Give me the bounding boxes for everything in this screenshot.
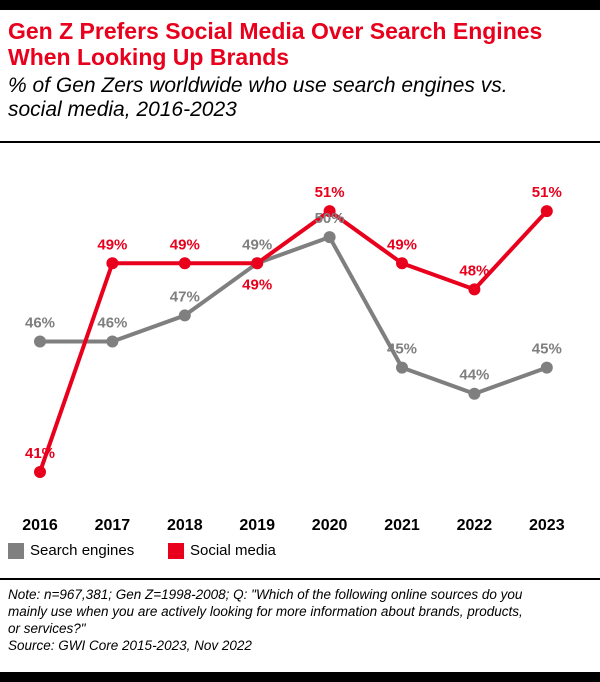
data-label-search-engines-2018: 47% — [170, 288, 200, 305]
chart-subtitle: % of Gen Zers worldwide who use search e… — [8, 74, 593, 122]
data-point-social-media-2022 — [468, 283, 481, 296]
data-label-social-media-2018: 49% — [170, 236, 200, 253]
data-label-search-engines-2016: 46% — [25, 315, 55, 332]
data-label-search-engines-2020: 50% — [315, 210, 345, 227]
data-label-social-media-2020: 51% — [315, 184, 345, 201]
data-point-search-engines-2022 — [468, 387, 481, 400]
legend-swatch-search-engines — [8, 543, 24, 559]
line-chart: 46% 46% 47% 49% 50% 45% 44% 45% 41% 49% 49% 49% 51% 4… — [22, 184, 564, 534]
data-label-social-media-2023: 51% — [532, 184, 562, 201]
x-tick-label-2018: 2018 — [167, 517, 203, 534]
chart-title: Gen Z Prefers Social Media Over Search E… — [8, 18, 593, 70]
x-tick-label-2016: 2016 — [22, 517, 58, 534]
data-point-social-media-2021 — [396, 257, 408, 270]
data-point-search-engines-2017 — [106, 335, 119, 348]
data-point-search-engines-2020 — [323, 231, 336, 244]
x-tick-label-2020: 2020 — [312, 517, 348, 534]
data-label-social-media-2019: 49% — [242, 276, 272, 293]
legend-swatch-social-media — [168, 543, 184, 559]
x-tick-label-2022: 2022 — [457, 517, 493, 534]
series-lines — [38, 209, 549, 474]
legend-label-search-engines: Search engines — [30, 542, 135, 559]
top-bar — [0, 0, 600, 10]
data-label-social-media-2016: 41% — [25, 445, 55, 462]
data-point-social-media-2016 — [34, 465, 46, 478]
data-point-social-media-2019 — [251, 257, 264, 270]
data-label-social-media-2017: 49% — [97, 236, 127, 253]
title-line-1: Gen Z Prefers Social Media Over Search E… — [8, 18, 543, 44]
data-point-social-media-2017 — [106, 257, 119, 270]
data-label-social-media-2021: 49% — [387, 236, 417, 253]
data-label-search-engines-2023: 45% — [532, 341, 562, 358]
subtitle-line-2: social media, 2016-2023 — [8, 98, 237, 121]
series-line-social-media — [38, 209, 549, 474]
legend-label-social-media: Social media — [190, 542, 276, 559]
data-point-social-media-2023 — [540, 205, 553, 218]
data-label-search-engines-2019: 49% — [242, 236, 272, 253]
bottom-bar — [0, 672, 600, 682]
footer-divider — [0, 578, 600, 580]
source-line: Source: GWI Core 2015-2023, Nov 2022 — [8, 638, 252, 653]
data-point-social-media-2018 — [178, 257, 191, 270]
data-point-search-engines-2023 — [540, 361, 553, 374]
data-point-search-engines-2021 — [396, 361, 408, 374]
x-tick-label-2021: 2021 — [384, 517, 420, 534]
data-point-search-engines-2016 — [34, 335, 46, 348]
x-tick-label-2017: 2017 — [95, 517, 131, 534]
series-line-search-engines — [38, 235, 549, 396]
data-label-search-engines-2021: 45% — [387, 341, 417, 358]
data-point-social-media-2020 — [323, 205, 336, 218]
data-labels: 46% 46% 47% 49% 50% 45% 44% 45% 41% 49% 49% 49% 51% 4… — [25, 184, 562, 462]
title-line-2: When Looking Up Brands — [8, 44, 290, 70]
note-line-1: Note: n=967,381; Gen Z=1998-2008; Q: "Wh… — [8, 587, 523, 602]
footnote: Note: n=967,381; Gen Z=1998-2008; Q: "Wh… — [8, 586, 598, 654]
data-label-social-media-2022: 48% — [459, 262, 489, 279]
x-tick-label-2019: 2019 — [239, 517, 275, 534]
data-label-search-engines-2022: 44% — [459, 367, 489, 384]
note-line-3: or services?" — [8, 621, 86, 636]
header-divider — [0, 141, 600, 143]
x-tick-label-2023: 2023 — [529, 517, 565, 534]
series-points — [34, 205, 553, 478]
data-point-search-engines-2018 — [178, 309, 191, 322]
subtitle-line-1: % of Gen Zers worldwide who use search e… — [8, 74, 508, 97]
data-label-search-engines-2017: 46% — [97, 315, 127, 332]
note-line-2: mainly use when you are actively looking… — [8, 604, 523, 619]
x-axis-ticks: 2016 2017 2018 2019 2020 2021 2022 2023 — [22, 517, 564, 534]
